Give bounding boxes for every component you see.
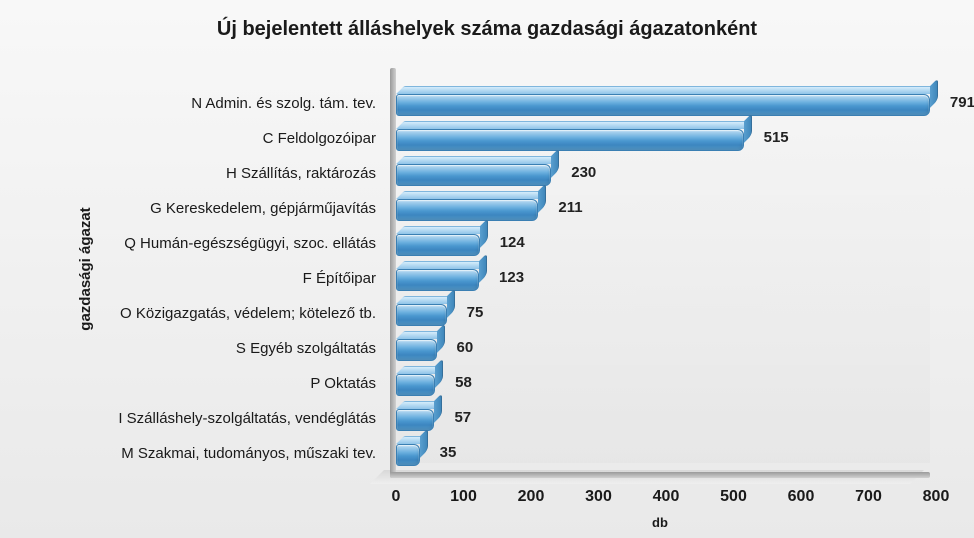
- bar: [396, 199, 538, 221]
- bar-value-label: 791: [950, 94, 974, 111]
- x-tick: 600: [788, 488, 815, 506]
- bar-side-face: [930, 78, 938, 108]
- category-label: F Építőipar: [303, 270, 390, 287]
- x-tick: 300: [585, 488, 612, 506]
- bar: [396, 129, 744, 151]
- bar: [396, 304, 447, 326]
- category-label: N Admin. és szolg. tám. tev.: [191, 95, 390, 112]
- x-tick: 800: [923, 488, 950, 506]
- category-label: S Egyéb szolgáltatás: [236, 340, 390, 357]
- x-tick: 100: [450, 488, 477, 506]
- bar-front-face: [396, 339, 437, 361]
- bar-front-face: [396, 234, 480, 256]
- bar-value-label: 75: [467, 304, 484, 321]
- bar-front-face: [396, 129, 744, 151]
- bar-value-label: 124: [500, 234, 525, 251]
- bar-value-label: 123: [499, 269, 524, 286]
- x-axis-title: db: [390, 515, 930, 530]
- bar-top-face: [396, 191, 546, 199]
- x-tick: 500: [720, 488, 747, 506]
- bar-front-face: [396, 199, 538, 221]
- category-label: M Szakmai, tudományos, műszaki tev.: [121, 445, 390, 462]
- y-axis-title: gazdasági ágazat: [77, 207, 94, 330]
- x-tick: 400: [653, 488, 680, 506]
- x-axis-line: [390, 472, 930, 478]
- bar: [396, 269, 479, 291]
- category-label: I Szálláshely-szolgáltatás, vendéglátás: [118, 410, 390, 427]
- bar-value-label: 35: [440, 444, 457, 461]
- x-tick: 200: [518, 488, 545, 506]
- category-label: C Feldolgozóipar: [263, 130, 390, 147]
- bar: [396, 234, 480, 256]
- bar-front-face: [396, 374, 435, 396]
- bar-top-face: [396, 226, 488, 234]
- bar-front-face: [396, 94, 930, 116]
- chart-title: Új bejelentett álláshelyek száma gazdasá…: [0, 18, 974, 41]
- bar-front-face: [396, 269, 479, 291]
- category-label: H Szállítás, raktározás: [226, 165, 390, 182]
- bar-value-label: 230: [571, 164, 596, 181]
- bar-value-label: 515: [764, 129, 789, 146]
- bar-top-face: [396, 156, 559, 164]
- plot-area: N Admin. és szolg. tám. tev.791C Feldolg…: [390, 86, 930, 478]
- category-label: O Közigazgatás, védelem; kötelező tb.: [120, 305, 390, 322]
- category-label: G Kereskedelem, gépjárműjavítás: [150, 200, 390, 217]
- category-label: Q Humán-egészségügyi, szoc. ellátás: [124, 235, 390, 252]
- bar: [396, 409, 434, 431]
- bar-top-face: [396, 86, 938, 94]
- bar: [396, 339, 437, 361]
- bar-front-face: [396, 164, 551, 186]
- x-tick: 700: [855, 488, 882, 506]
- category-label: P Oktatás: [310, 375, 390, 392]
- bar-value-label: 60: [457, 339, 474, 356]
- bar-value-label: 211: [558, 199, 582, 216]
- bar-top-face: [396, 296, 455, 304]
- bar-front-face: [396, 409, 434, 431]
- bar-top-face: [396, 121, 752, 129]
- x-tick: 0: [392, 488, 401, 506]
- bar: [396, 94, 930, 116]
- bar: [396, 444, 420, 466]
- bar: [396, 374, 435, 396]
- bar-front-face: [396, 304, 447, 326]
- bar-top-face: [396, 261, 487, 269]
- bar-value-label: 58: [455, 374, 472, 391]
- bar-front-face: [396, 444, 420, 466]
- bar-value-label: 57: [454, 409, 471, 426]
- bar: [396, 164, 551, 186]
